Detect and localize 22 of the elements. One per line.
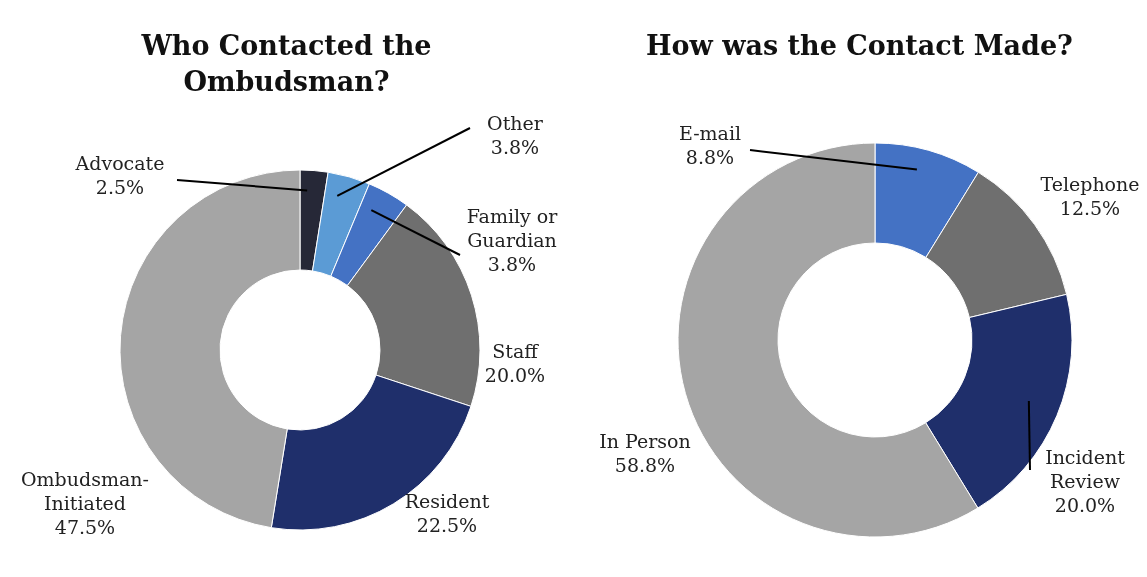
slice-label: Family or Guardian bbox=[466, 205, 559, 251]
slice-label: In Person bbox=[599, 430, 691, 452]
slice-label: Telephone bbox=[1040, 173, 1140, 195]
slice-label: E-mail bbox=[678, 122, 742, 144]
data-label: 3.8% bbox=[490, 136, 540, 158]
slice-label: Staff bbox=[492, 340, 540, 362]
data-label: 58.8% bbox=[614, 454, 676, 476]
data-label: 12.5% bbox=[1059, 197, 1121, 219]
data-label: 3.8% bbox=[487, 253, 537, 275]
slice-label: Other bbox=[487, 112, 544, 134]
data-label: 47.5% bbox=[54, 516, 116, 538]
data-label: 2.5% bbox=[95, 176, 145, 198]
slice-label: Ombudsman-Initiated bbox=[21, 468, 149, 514]
data-label: 20.0% bbox=[1054, 494, 1116, 516]
slice-label: Advocate bbox=[74, 152, 165, 174]
data-label: 22.5% bbox=[416, 514, 478, 536]
slice-label: Resident bbox=[404, 490, 490, 512]
data-label: 8.8% bbox=[685, 146, 735, 168]
data-label: 20.0% bbox=[484, 364, 546, 386]
slice-label: Incident Review bbox=[1045, 446, 1126, 492]
chart-title: Who Contacted the Ombudsman? bbox=[140, 29, 433, 99]
chart-title: How was the Contact Made? bbox=[645, 29, 1074, 63]
